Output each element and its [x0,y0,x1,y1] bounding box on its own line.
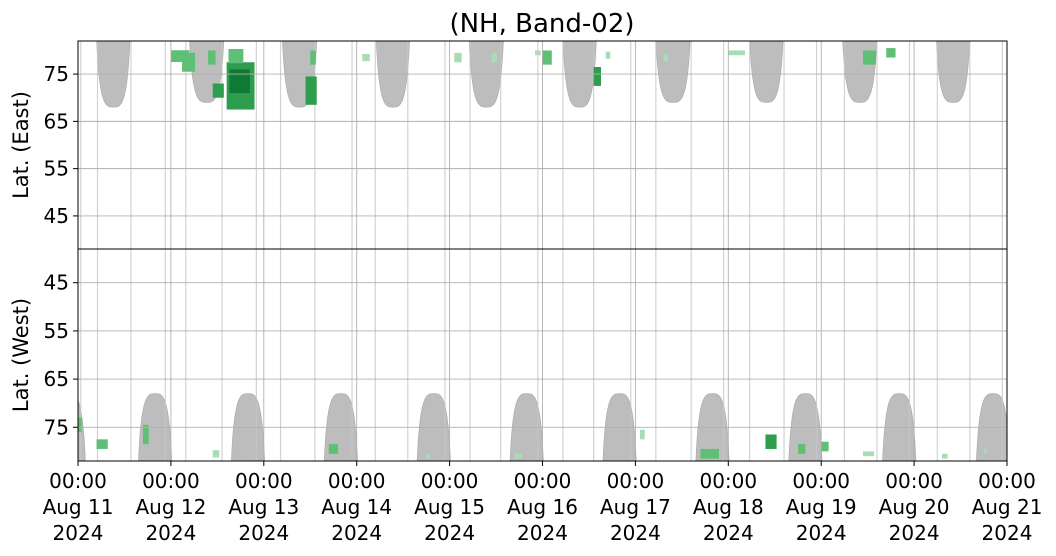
east-events-layer [170,48,896,110]
east-event-patch-6 [228,49,244,64]
x-tick-label-8-0: 00:00 [792,469,850,493]
west-scanline-layer [80,249,1003,461]
x-tick-label-2-0: 00:00 [235,469,293,493]
east-y-tick-label-0: 45 [44,204,69,228]
west-y-tick-labels: 75 65 55 45 [44,271,78,439]
west-y-tick-label-3: 45 [44,271,69,295]
west-event-patch-8 [700,448,720,459]
x-tick-label-7-1: Aug 18 [693,495,764,519]
x-tick-label-2-1: Aug 13 [228,495,299,519]
panel-west: 75 65 55 45 Lat. (West) [9,248,1008,462]
east-event-patch-8 [310,50,316,65]
east-event-patch-0 [170,50,190,63]
east-event-patch-5 [229,69,250,93]
x-tick-label-1-2: 2024 [145,521,196,545]
west-event-patch-2 [143,424,149,445]
x-tick-label-4-2: 2024 [424,521,475,545]
east-event-patch-13 [542,50,552,65]
x-tick-label-10-0: 00:00 [978,469,1036,493]
east-event-patch-1 [182,52,196,72]
x-tick-label-0-1: Aug 11 [43,495,114,519]
x-tick-label-3-1: Aug 14 [321,495,392,519]
east-y-axis-label: Lat. (East) [9,91,33,199]
west-y-tick-label-0: 75 [44,415,69,439]
x-tick-label-9-0: 00:00 [885,469,943,493]
east-y-tick-label-1: 55 [44,157,69,181]
x-tick-label-10-2: 2024 [982,521,1033,545]
west-event-patch-0 [78,417,82,433]
west-event-patch-14 [983,448,987,454]
x-tick-label-6-0: 00:00 [607,469,665,493]
east-event-patch-14 [593,67,602,86]
west-y-axis-label: Lat. (West) [9,298,33,412]
east-y-tick-label-2: 65 [44,109,69,133]
x-tick-label-5-1: Aug 16 [507,495,578,519]
west-events-layer [78,417,987,459]
x-tick-label-7-2: 2024 [703,521,754,545]
west-event-patch-6 [514,453,523,459]
east-sunlit-arch-7 [749,41,784,103]
east-grid [77,41,1008,249]
east-event-patch-12 [535,50,541,56]
x-tick-label-0-0: 00:00 [49,469,107,493]
x-tick-label-6-2: 2024 [610,521,661,545]
x-tick-label-0-2: 2024 [53,521,104,545]
west-event-patch-5 [426,453,431,459]
panel-east: 45 55 65 75 Lat. (East) [9,40,1008,250]
x-tick-label-3-2: 2024 [331,521,382,545]
west-y-tick-label-1: 65 [44,367,69,391]
east-event-patch-9 [362,54,370,62]
east-event-patch-17 [728,50,746,56]
x-tick-label-4-1: Aug 15 [414,495,485,519]
east-event-patch-3 [212,83,224,98]
east-event-patch-19 [886,48,896,58]
x-tick-label-8-2: 2024 [796,521,847,545]
west-event-patch-7 [640,429,645,440]
west-event-patch-3 [212,450,220,458]
east-event-patch-7 [305,76,317,105]
x-tick-label-6-1: Aug 17 [600,495,671,519]
x-tick-label-9-1: Aug 20 [879,495,950,519]
x-tick-label-8-1: Aug 19 [786,495,857,519]
x-tick-label-5-2: 2024 [517,521,568,545]
east-event-patch-15 [605,51,611,59]
west-event-patch-10 [797,444,806,454]
east-sunlit-arch-9 [936,41,971,103]
x-tick-label-9-2: 2024 [889,521,940,545]
east-y-tick-label-3: 75 [44,62,69,86]
east-event-patch-10 [454,52,462,63]
x-tick-label-1-1: Aug 12 [135,495,206,519]
west-event-patch-11 [821,441,829,452]
west-event-patch-13 [941,453,948,459]
x-tick-label-10-1: Aug 21 [972,495,1043,519]
chart-title: (NH, Band-02) [449,9,634,39]
west-event-patch-1 [96,439,108,449]
east-y-tick-labels: 45 55 65 75 [44,62,78,228]
east-event-patch-11 [491,52,497,63]
x-tick-label-7-0: 00:00 [699,469,757,493]
east-event-patch-2 [208,50,216,65]
x-tick-label-2-2: 2024 [238,521,289,545]
east-event-patch-18 [863,50,877,65]
west-event-patch-12 [863,451,875,457]
west-event-patch-4 [328,444,339,454]
x-tick-label-3-0: 00:00 [328,469,386,493]
x-tick-label-4-0: 00:00 [421,469,479,493]
x-tick-label-5-0: 00:00 [514,469,572,493]
west-y-tick-label-2: 55 [44,319,69,343]
x-tick-label-1-0: 00:00 [142,469,200,493]
west-event-patch-9 [765,434,777,449]
east-event-patch-16 [663,54,668,62]
